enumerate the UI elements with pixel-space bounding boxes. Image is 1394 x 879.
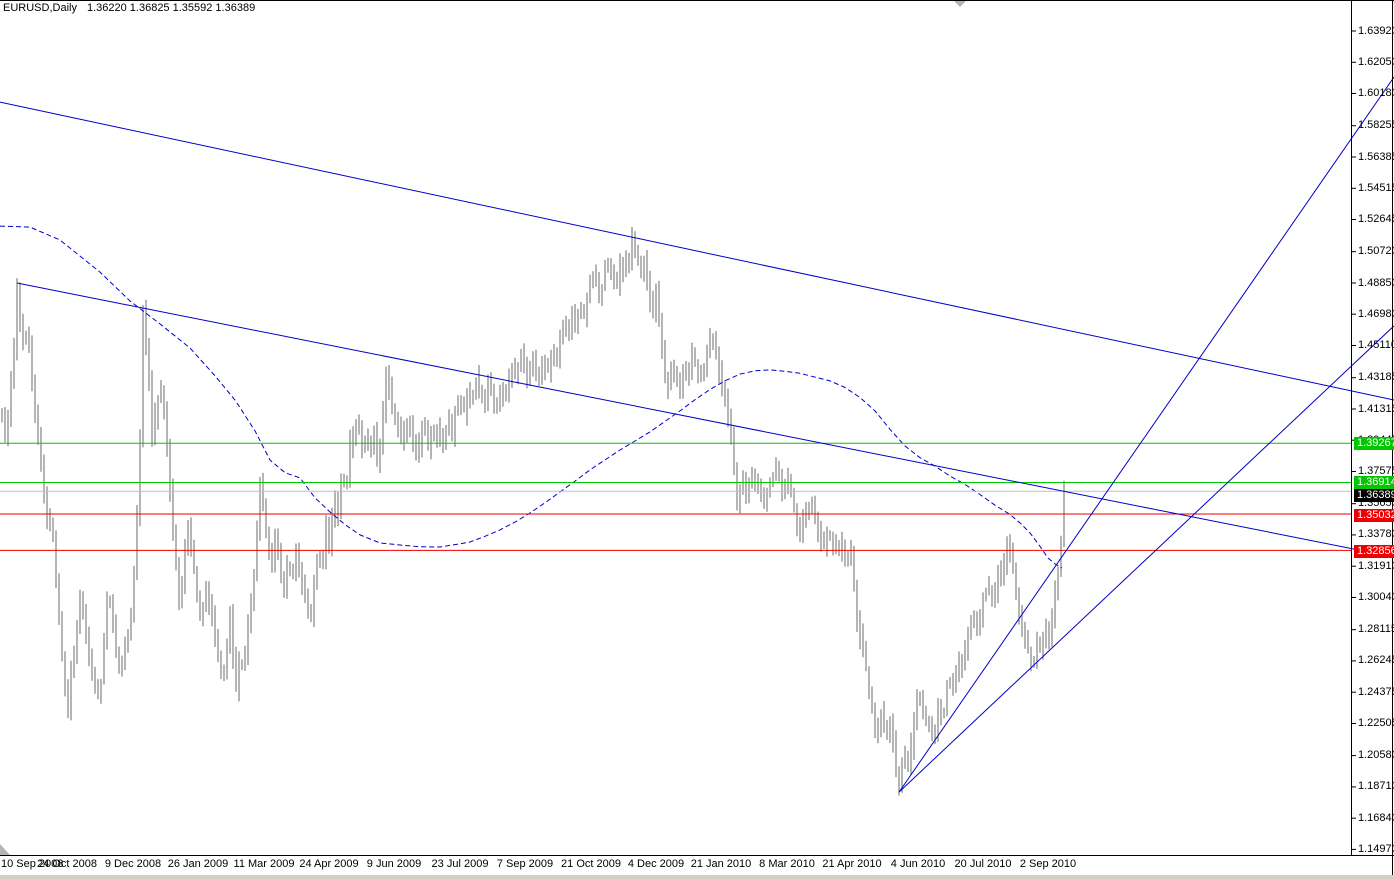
time-axis-label: 23 Jul 2009 (431, 858, 489, 870)
price-axis-label: 1.58255 (1358, 119, 1394, 132)
price-axis-label: 1.14970 (1358, 842, 1394, 855)
price-axis-label: 1.24375 (1358, 685, 1394, 698)
price-axis-label: 1.41315 (1358, 402, 1394, 415)
price-axis-label: 1.60180 (1358, 87, 1394, 99)
time-axis-label: 9 Dec 2008 (104, 858, 162, 870)
chart-shift-marker-icon (954, 1, 966, 7)
price-axis-label: 1.43185 (1358, 371, 1394, 384)
time-axis-label: 9 Jun 2009 (366, 858, 422, 870)
time-axis-label: 7 Sep 2009 (496, 858, 554, 870)
price-axis-label: 1.33780 (1358, 528, 1394, 541)
time-axis-label: 4 Jun 2010 (890, 858, 946, 870)
scroll-start-marker-icon (0, 844, 10, 855)
price-axis-label: 1.31910 (1358, 559, 1394, 572)
time-axis-label: 8 Mar 2010 (759, 858, 815, 870)
time-axis-label: 20 Jul 2010 (954, 858, 1012, 870)
level-badge-1.39267: 1.39267 (1354, 437, 1394, 450)
price-axis-label: 1.54515 (1358, 181, 1394, 194)
time-axis-label: 24 Apr 2009 (299, 858, 359, 870)
price-axis-label: 1.16840 (1358, 811, 1394, 824)
chart-symbol-timeframe: EURUSD,Daily (3, 2, 77, 14)
price-axis-label: 1.56385 (1358, 150, 1394, 163)
time-axis-label: 10 Sep 2008 (1, 858, 64, 870)
descending-trendline-lower[interactable] (16, 282, 1394, 558)
moving-average-dashed-line (0, 225, 1063, 569)
window-bottom-edge (0, 875, 1394, 879)
time-axis[interactable]: 10 Sep 2008 24 Oct 2008 9 Dec 2008 26 Jan 2… (0, 857, 1394, 874)
level-badge-1.36914: 1.36914 (1354, 476, 1394, 489)
current-price-badge: 1.36389 (1354, 489, 1394, 502)
price-axis-label: 1.22505 (1358, 717, 1394, 729)
price-axis-label: 1.30040 (1358, 591, 1394, 603)
price-axis-label: 1.50720 (1358, 245, 1394, 258)
ascending-trendline-steep[interactable] (898, 76, 1394, 793)
time-axis-label: 26 Jan 2009 (167, 858, 229, 870)
ohlc-bars (1, 227, 1065, 796)
price-axis-label: 1.20580 (1358, 749, 1394, 762)
time-axis-label: 4 Dec 2009 (627, 858, 685, 870)
price-axis-label: 1.18710 (1358, 780, 1394, 793)
chart-quote-ohlc: 1.36220 1.36825 1.35592 1.36389 (86, 2, 256, 14)
ascending-trendline-shallow[interactable] (898, 325, 1394, 793)
descending-trendline-upper[interactable] (0, 101, 1394, 401)
price-axis-label: 1.37575 (1358, 465, 1394, 477)
time-axis-label: 21 Jan 2010 (690, 858, 752, 870)
time-axis-label: 11 Mar 2009 (233, 858, 295, 870)
price-axis-label: 1.26245 (1358, 654, 1394, 667)
price-axis-label: 1.45110 (1358, 339, 1394, 351)
price-axis-label: 1.46980 (1358, 307, 1394, 320)
time-axis-label: 21 Apr 2010 (822, 858, 882, 870)
time-axis-label: 24 Oct 2008 (37, 858, 97, 870)
price-axis[interactable]: 1.63920 1.62050 1.60180 1.58255 1.56385 1.545… (1352, 0, 1394, 856)
level-badge-1.35032: 1.35032 (1354, 509, 1394, 522)
level-badge-1.32856: 1.32856 (1354, 545, 1394, 558)
price-axis-label: 1.52645 (1358, 213, 1394, 225)
time-axis-label: 21 Oct 2009 (561, 858, 621, 870)
chart-title: EURUSD,Daily 1.36220 1.36825 1.35592 1.36… (3, 2, 255, 14)
price-axis-label: 1.62050 (1358, 55, 1394, 68)
price-axis-label: 1.28115 (1358, 623, 1394, 636)
time-axis-label: 2 Sep 2010 (1019, 858, 1077, 870)
price-axis-label: 1.63920 (1358, 24, 1394, 37)
price-axis-label: 1.48850 (1358, 276, 1394, 289)
